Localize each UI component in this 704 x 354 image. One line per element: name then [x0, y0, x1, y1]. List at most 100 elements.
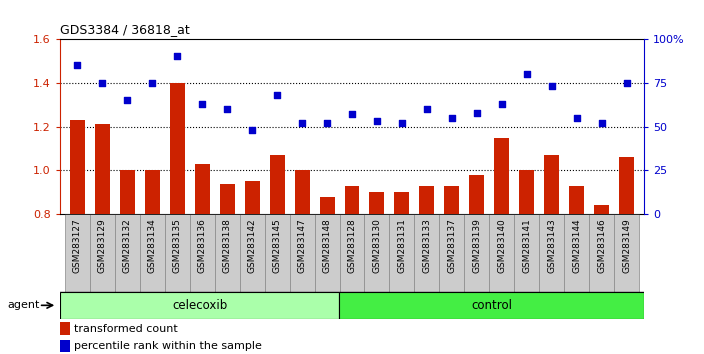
Bar	[444, 186, 460, 214]
Bar	[564, 214, 589, 292]
Bar	[470, 175, 484, 214]
Bar	[140, 214, 165, 292]
Bar	[620, 157, 634, 214]
Point	[571, 115, 582, 121]
Text: GSM283138: GSM283138	[222, 218, 232, 273]
Point	[446, 115, 458, 121]
Bar	[265, 214, 289, 292]
Bar	[489, 214, 515, 292]
Bar	[215, 214, 239, 292]
Bar	[415, 214, 439, 292]
Text: GSM283140: GSM283140	[497, 218, 506, 273]
Bar	[370, 192, 384, 214]
Bar	[515, 214, 539, 292]
Bar	[120, 170, 134, 214]
Bar	[65, 214, 90, 292]
Point	[496, 101, 508, 107]
Bar	[594, 205, 609, 214]
Text: GSM283141: GSM283141	[522, 218, 532, 273]
Point	[421, 106, 432, 112]
Bar	[394, 192, 410, 214]
Point	[346, 112, 358, 117]
Text: GSM283130: GSM283130	[372, 218, 382, 273]
Text: GSM283139: GSM283139	[472, 218, 482, 273]
Bar	[339, 214, 365, 292]
Text: GSM283128: GSM283128	[348, 218, 356, 273]
Bar	[95, 124, 110, 214]
Point	[196, 101, 208, 107]
Bar	[90, 214, 115, 292]
Text: GSM283144: GSM283144	[572, 218, 582, 273]
Text: GSM283131: GSM283131	[398, 218, 406, 273]
Point	[621, 80, 632, 86]
Text: GSM283127: GSM283127	[73, 218, 82, 273]
Bar	[220, 183, 234, 214]
Bar	[439, 214, 465, 292]
Text: celecoxib: celecoxib	[172, 299, 227, 312]
Point	[272, 92, 283, 98]
Text: percentile rank within the sample: percentile rank within the sample	[75, 341, 263, 351]
Bar	[244, 181, 260, 214]
Point	[72, 62, 83, 68]
Bar	[165, 214, 189, 292]
Bar	[539, 214, 564, 292]
Text: GSM283133: GSM283133	[422, 218, 432, 273]
Text: GDS3384 / 36818_at: GDS3384 / 36818_at	[60, 23, 189, 36]
Bar	[189, 214, 215, 292]
Bar	[60, 340, 70, 352]
Bar	[339, 292, 644, 319]
Point	[596, 120, 608, 126]
Text: GSM283129: GSM283129	[98, 218, 107, 273]
Text: GSM283137: GSM283137	[447, 218, 456, 273]
Bar	[60, 322, 70, 335]
Bar	[544, 155, 559, 214]
Bar	[520, 170, 534, 214]
Text: agent: agent	[7, 300, 39, 310]
Point	[521, 71, 532, 77]
Text: control: control	[471, 299, 513, 312]
Bar	[389, 214, 415, 292]
Point	[396, 120, 408, 126]
Text: transformed count: transformed count	[75, 324, 178, 333]
Bar	[270, 155, 284, 214]
Point	[96, 80, 108, 86]
Bar	[344, 186, 360, 214]
Bar	[365, 214, 389, 292]
Text: GSM283143: GSM283143	[547, 218, 556, 273]
Point	[322, 120, 333, 126]
Point	[122, 97, 133, 103]
Bar	[465, 214, 489, 292]
Bar	[289, 214, 315, 292]
Bar	[145, 170, 160, 214]
Bar	[115, 214, 140, 292]
Bar	[570, 186, 584, 214]
Bar	[239, 214, 265, 292]
Point	[146, 80, 158, 86]
Bar	[320, 196, 334, 214]
Bar	[420, 186, 434, 214]
Point	[246, 127, 258, 133]
Bar	[70, 120, 84, 214]
Text: GSM283134: GSM283134	[148, 218, 157, 273]
Text: GSM283147: GSM283147	[298, 218, 306, 273]
Text: GSM283142: GSM283142	[248, 218, 257, 273]
Bar	[494, 137, 509, 214]
Text: GSM283149: GSM283149	[622, 218, 631, 273]
Point	[471, 110, 482, 115]
Bar	[60, 292, 339, 319]
Bar	[589, 214, 614, 292]
Text: GSM283136: GSM283136	[198, 218, 207, 273]
Text: GSM283146: GSM283146	[597, 218, 606, 273]
Bar	[294, 170, 310, 214]
Point	[371, 119, 382, 124]
Text: GSM283148: GSM283148	[322, 218, 332, 273]
Text: GSM283132: GSM283132	[122, 218, 132, 273]
Bar	[614, 214, 639, 292]
Point	[546, 84, 558, 89]
Bar	[315, 214, 339, 292]
Point	[222, 106, 233, 112]
Bar	[170, 83, 184, 214]
Text: GSM283135: GSM283135	[172, 218, 182, 273]
Text: GSM283145: GSM283145	[272, 218, 282, 273]
Point	[172, 53, 183, 59]
